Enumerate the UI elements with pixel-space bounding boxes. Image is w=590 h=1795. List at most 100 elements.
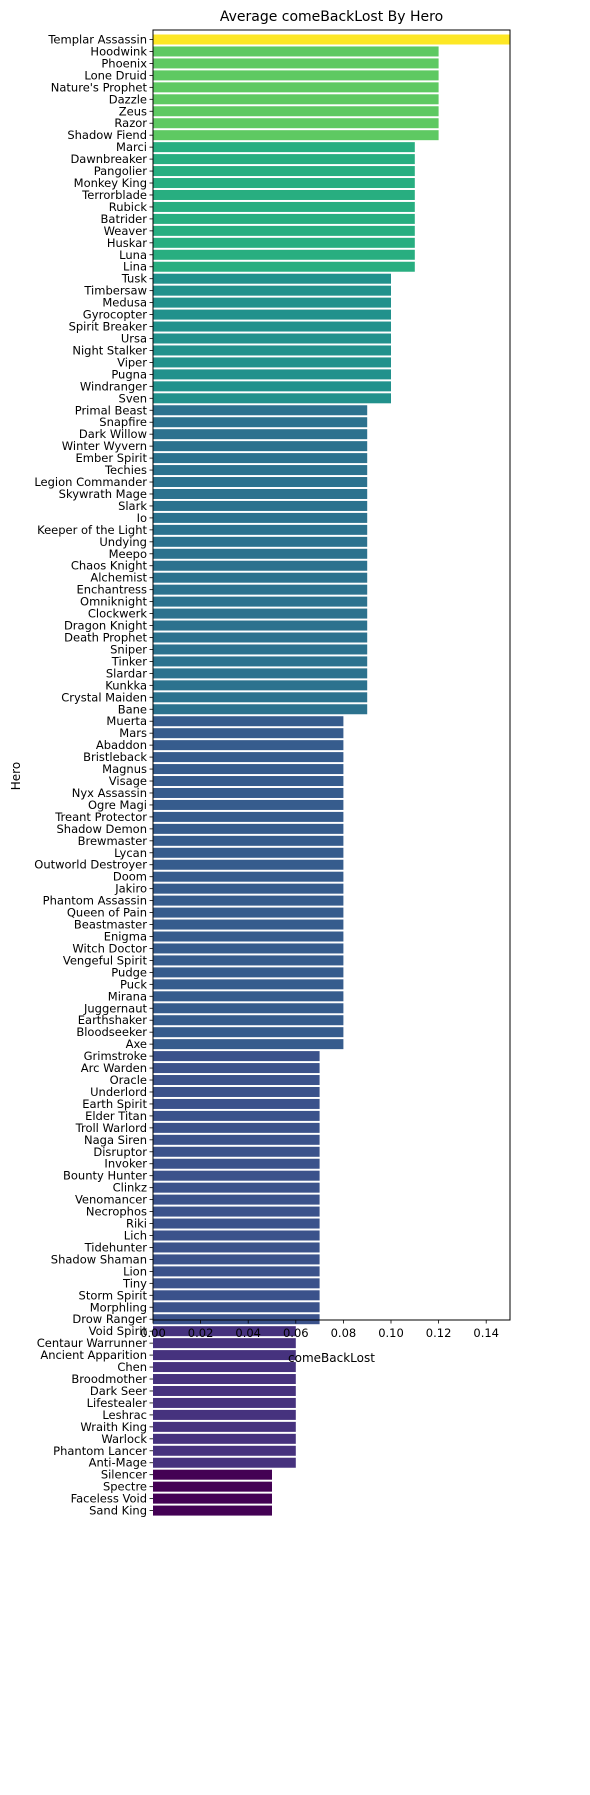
y-tick-label: Necrophos: [86, 1205, 147, 1219]
y-tick-label: Void Spirit: [89, 1324, 148, 1338]
bar: [153, 644, 368, 655]
y-tick-label: Skywrath Mage: [59, 487, 147, 501]
bar: [153, 1409, 296, 1420]
bar: [153, 82, 439, 93]
y-tick-label: Monkey King: [74, 176, 147, 190]
bar: [153, 94, 439, 105]
bar: [153, 1421, 296, 1432]
y-tick-label: Omniknight: [80, 595, 147, 609]
bar: [153, 1290, 320, 1301]
bar: [153, 1051, 320, 1062]
y-tick-label: Sand King: [89, 1504, 147, 1518]
bar: [153, 656, 368, 667]
bar: [153, 883, 344, 894]
y-tick-label: Pugna: [111, 367, 147, 381]
chart-title: Average comeBackLost By Hero: [220, 9, 443, 25]
bar: [153, 1374, 296, 1385]
y-tick-label: Invoker: [104, 1157, 147, 1171]
y-tick-label: Primal Beast: [75, 403, 148, 417]
y-tick-label: Medusa: [102, 296, 147, 310]
y-tick-label: Weaver: [104, 224, 148, 238]
bar: [153, 620, 368, 631]
y-tick-label: Razor: [114, 116, 147, 130]
bar: [153, 393, 391, 404]
y-tick-label: Techies: [104, 463, 147, 477]
bar: [153, 799, 344, 810]
x-tick-label: 0.14: [473, 1326, 499, 1340]
bar: [153, 548, 368, 559]
bar: [153, 249, 415, 260]
y-tick-label: Pangolier: [94, 164, 148, 178]
bar: [153, 1493, 272, 1504]
bar: [153, 1242, 320, 1253]
plot-frame: [152, 29, 511, 1321]
bar: [153, 1314, 320, 1325]
bar: [153, 1362, 296, 1373]
bar: [153, 728, 344, 739]
y-tick-label: Death Prophet: [64, 631, 147, 645]
bar: [153, 811, 344, 822]
y-tick-label: Dragon Knight: [64, 619, 148, 633]
y-tick-label: Batrider: [101, 212, 148, 226]
y-tick-label: Phantom Assassin: [43, 894, 147, 908]
y-tick-label: Lone Druid: [84, 68, 147, 82]
bar: [153, 189, 415, 200]
bar: [153, 1003, 344, 1014]
y-tick-label: Timbersaw: [83, 284, 147, 298]
y-tick-label: Jakiro: [114, 882, 147, 896]
x-tick-label: 0.00: [140, 1326, 166, 1340]
bar: [153, 106, 439, 117]
bar: [153, 776, 344, 787]
y-tick-label: Drow Ranger: [72, 1312, 147, 1326]
bar: [153, 1457, 296, 1468]
y-tick-label: Lion: [123, 1264, 147, 1278]
y-tick-label: Ogre Magi: [88, 798, 147, 812]
y-tick-label: Spectre: [103, 1480, 147, 1494]
y-tick-label: Kunkka: [105, 678, 147, 692]
bar: [153, 955, 344, 966]
bar: [153, 1146, 320, 1157]
bar: [153, 1302, 320, 1313]
bar: [153, 536, 368, 547]
bar: [153, 417, 368, 428]
y-tick-label: Riki: [126, 1217, 147, 1231]
y-tick-label: Tidehunter: [84, 1240, 148, 1254]
bar: [153, 1110, 320, 1121]
y-tick-label: Bloodseeker: [76, 1025, 147, 1039]
bar: [153, 488, 368, 499]
bar: [153, 1098, 320, 1109]
y-tick-label: Huskar: [107, 236, 147, 250]
bar: [153, 118, 439, 129]
y-tick-label: Bane: [118, 702, 147, 716]
y-tick-label: Meepo: [109, 547, 147, 561]
bar: [153, 477, 368, 488]
bar: [153, 716, 344, 727]
bar: [153, 1134, 320, 1145]
bar: [153, 871, 344, 882]
y-tick-label: Pudge: [111, 965, 147, 979]
bar: [153, 991, 344, 1002]
bar: [153, 58, 439, 69]
bar: [153, 1122, 320, 1133]
y-tick-label: Hoodwink: [90, 44, 147, 58]
y-tick-label: Beastmaster: [74, 918, 147, 932]
y-tick-label: Ember Spirit: [76, 451, 148, 465]
bar: [153, 847, 344, 858]
bar: [153, 1469, 272, 1480]
bar: [153, 1194, 320, 1205]
y-tick-label: Elder Titan: [85, 1109, 147, 1123]
y-tick-label: Grimstroke: [84, 1049, 147, 1063]
bar: [153, 213, 415, 224]
y-tick-label: Shadow Shaman: [51, 1252, 147, 1266]
bar: [153, 680, 368, 691]
bar: [153, 142, 415, 153]
y-tick-label: Dark Willow: [79, 427, 147, 441]
bar: [153, 357, 391, 368]
bar: [153, 608, 368, 619]
y-tick-label: Mars: [119, 726, 147, 740]
bar: [153, 1027, 344, 1038]
bar: [153, 572, 368, 583]
y-tick-label: Venomancer: [75, 1193, 147, 1207]
y-tick-label: Morphling: [90, 1300, 147, 1314]
bar: [153, 524, 368, 535]
